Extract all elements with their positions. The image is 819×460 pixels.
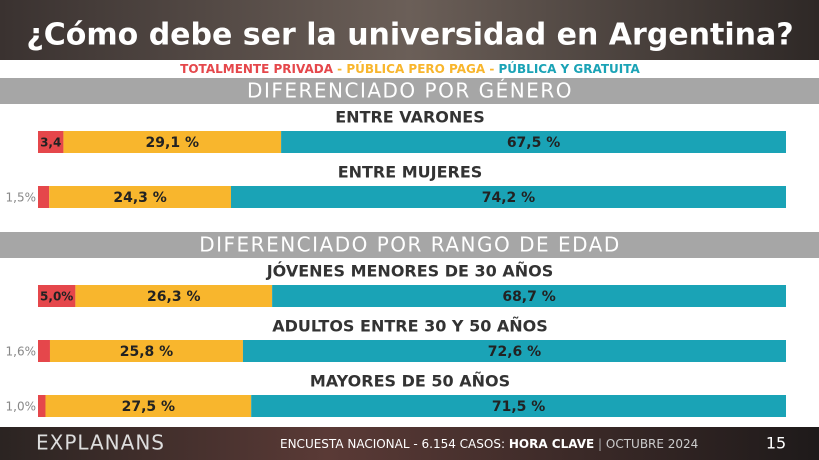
footer-brand: EXPLANANS xyxy=(36,431,165,455)
bar-segment xyxy=(38,285,76,307)
value-label: 26,3 % xyxy=(147,289,200,305)
value-label: 74,2 % xyxy=(482,190,535,206)
value-label: 25,8 % xyxy=(120,344,173,360)
footer-background xyxy=(0,427,819,460)
category-label: MAYORES DE 50 AÑOS xyxy=(310,372,510,391)
category-label: ENTRE VARONES xyxy=(335,108,485,127)
section-band xyxy=(0,232,819,258)
value-label: 71,5 % xyxy=(492,399,545,415)
footer-survey: ENCUESTA NACIONAL - 6.154 CASOS: xyxy=(280,437,505,451)
bar-segment xyxy=(38,131,64,153)
header-background xyxy=(0,0,819,60)
value-label: 27,5 % xyxy=(122,399,175,415)
bar-segment xyxy=(281,131,786,153)
category-label: ENTRE MUJERES xyxy=(338,163,483,182)
bar-segment xyxy=(38,186,50,208)
category-label: JÓVENES MENORES DE 30 AÑOS xyxy=(266,262,554,281)
footer-text: ENCUESTA NACIONAL - 6.154 CASOS: HORA CL… xyxy=(280,437,698,451)
bar-segment xyxy=(38,340,50,362)
section-title: DIFERENCIADO POR RANGO DE EDAD xyxy=(199,233,621,257)
legend-separator: - xyxy=(333,62,346,76)
page-number: 15 xyxy=(766,434,786,453)
bar-segment xyxy=(63,131,282,153)
legend-entry: PÚBLICA PERO PAGA xyxy=(346,61,486,76)
section-title: DIFERENCIADO POR GÉNERO xyxy=(247,79,573,103)
footer-date: OCTUBRE 2024 xyxy=(606,437,698,451)
footer-source: HORA CLAVE xyxy=(509,437,594,451)
bar-segment xyxy=(251,395,786,417)
value-label: 3,4 xyxy=(40,136,61,150)
bar-segment xyxy=(45,395,252,417)
bar-segment xyxy=(272,285,786,307)
value-label: 5,0% xyxy=(40,290,73,304)
value-label: 1,6% xyxy=(6,345,37,359)
value-label: 72,6 % xyxy=(488,344,541,360)
bar-segment xyxy=(49,186,231,208)
value-label: 68,7 % xyxy=(502,289,555,305)
bar-segment xyxy=(230,186,786,208)
bar-segment xyxy=(242,340,786,362)
chart-title: ¿Cómo debe ser la universidad en Argenti… xyxy=(26,18,793,53)
value-label: 1,5% xyxy=(6,191,37,205)
value-label: 24,3 % xyxy=(113,190,166,206)
legend-entry: TOTALMENTE PRIVADA xyxy=(180,62,334,76)
section-band xyxy=(0,78,819,104)
value-label: 29,1 % xyxy=(146,135,199,151)
legend: TOTALMENTE PRIVADA - PÚBLICA PERO PAGA -… xyxy=(180,61,640,76)
value-label: 1,0% xyxy=(6,400,37,414)
legend-separator: - xyxy=(485,62,498,76)
legend-entry: PÚBLICA Y GRATUITA xyxy=(498,61,640,76)
category-label: ADULTOS ENTRE 30 Y 50 AÑOS xyxy=(272,317,548,336)
value-label: 67,5 % xyxy=(507,135,560,151)
bar-segment xyxy=(49,340,243,362)
bar-segment xyxy=(38,395,46,417)
bar-segment xyxy=(75,285,273,307)
